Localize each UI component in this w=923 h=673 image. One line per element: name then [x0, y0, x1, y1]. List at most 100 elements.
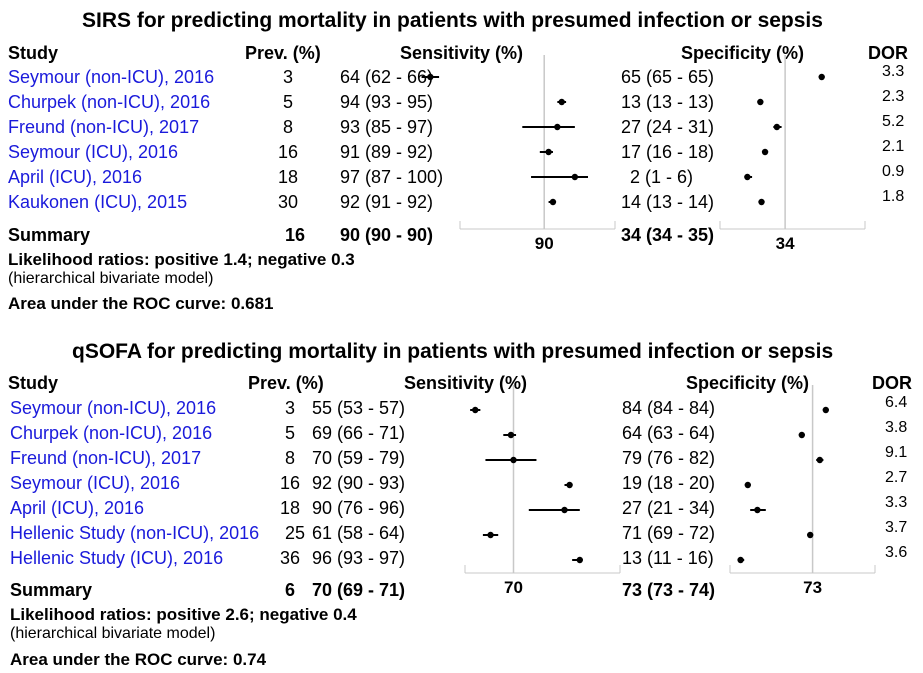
- estimate-point: [571, 173, 579, 181]
- sirs-row-spec: 2 (1 - 6): [630, 167, 694, 187]
- sirs-row-prev: 5: [283, 92, 294, 112]
- qsofa-row-study: Seymour (ICU), 2016: [10, 473, 181, 493]
- qsofa-row-spec: 13 (11 - 16): [622, 548, 714, 568]
- qsofa-row-dor: 3.7: [885, 519, 908, 536]
- qsofa-row-study: Seymour (non-ICU), 2016: [10, 398, 217, 418]
- summary-tick-label: 90: [535, 234, 554, 253]
- qsofa-row-spec: 19 (18 - 20): [622, 473, 716, 493]
- estimate-point: [545, 148, 552, 156]
- sirs-row-dor: 2.3: [882, 88, 905, 105]
- qsofa-header-prev: Prev. (%): [248, 373, 324, 393]
- qsofa-sensitivity-forest-plot: 70: [464, 385, 621, 597]
- sirs-row-prev: 18: [278, 167, 299, 187]
- sirs-summary-prev: 16: [285, 225, 306, 245]
- sirs-summary-sens: 90 (90 - 90): [340, 225, 434, 245]
- estimate-point: [737, 556, 744, 564]
- qsofa-row-dor: 9.1: [885, 444, 908, 461]
- estimate-point: [773, 123, 781, 131]
- sirs-likelihood-ratios: Likelihood ratios: positive 1.4; negativ…: [8, 250, 355, 269]
- estimate-point: [554, 123, 561, 131]
- sirs-row-spec: 65 (65 - 65): [621, 67, 715, 87]
- qsofa-row-sens: 90 (76 - 96): [312, 498, 406, 518]
- estimate-point: [472, 406, 479, 414]
- estimate-point: [561, 506, 568, 514]
- estimate-point: [427, 73, 434, 81]
- estimate-point: [566, 481, 573, 489]
- qsofa-row-study: Freund (non-ICU), 2017: [10, 448, 202, 468]
- sirs-auc: Area under the ROC curve: 0.681: [8, 294, 274, 313]
- sirs-model-note: (hierarchical bivariate model): [8, 270, 214, 287]
- summary-tick-label: 70: [504, 578, 523, 597]
- sirs-header-sens: Sensitivity (%): [400, 43, 524, 63]
- estimate-point: [744, 481, 751, 489]
- qsofa-row-study: Hellenic Study (ICU), 2016: [10, 548, 224, 568]
- qsofa-row-spec: 64 (63 - 64): [622, 423, 716, 443]
- qsofa-row-prev: 25: [285, 523, 306, 543]
- qsofa-row-study: Hellenic Study (non-ICU), 2016: [10, 523, 260, 543]
- sirs-row-study: April (ICU), 2016: [8, 167, 143, 187]
- sirs-row-sens: 92 (91 - 92): [340, 192, 434, 212]
- sirs-row-prev: 3: [283, 67, 294, 87]
- estimate-point: [757, 98, 764, 106]
- sirs-row-study: Seymour (ICU), 2016: [8, 142, 179, 162]
- qsofa-row-sens: 96 (93 - 97): [312, 548, 406, 568]
- qsofa-header-study: Study: [8, 373, 59, 393]
- qsofa-row-prev: 36: [280, 548, 301, 568]
- qsofa-row-spec: 79 (76 - 82): [622, 448, 716, 468]
- sirs-row-study: Freund (non-ICU), 2017: [8, 117, 200, 137]
- estimate-point: [798, 431, 805, 439]
- sirs-title: SIRS for predicting mortality in patient…: [82, 9, 823, 32]
- qsofa-row-dor: 6.4: [885, 394, 908, 411]
- estimate-point: [816, 456, 823, 464]
- qsofa-row-dor: 3.8: [885, 419, 908, 436]
- estimate-point: [822, 406, 829, 414]
- qsofa-row-sens: 69 (66 - 71): [312, 423, 406, 443]
- estimate-point: [487, 531, 494, 539]
- sirs-header-spec: Specificity (%): [681, 43, 805, 63]
- qsofa-row-study: Churpek (non-ICU), 2016: [10, 423, 213, 443]
- qsofa-likelihood-ratios: Likelihood ratios: positive 2.6; negativ…: [10, 605, 357, 624]
- sirs-specificity-forest-plot: 34: [719, 55, 866, 253]
- qsofa-row-spec: 27 (21 - 34): [622, 498, 716, 518]
- sirs-row-sens: 64 (62 - 66): [340, 67, 434, 87]
- sirs-row-dor: 5.2: [882, 113, 905, 130]
- qsofa-row-dor: 3.3: [885, 494, 908, 511]
- qsofa-header-sens: Sensitivity (%): [404, 373, 528, 393]
- sirs-row-spec: 17 (16 - 18): [621, 142, 715, 162]
- sirs-row-dor: 2.1: [882, 138, 905, 155]
- qsofa-row-prev: 18: [280, 498, 301, 518]
- sirs-row-spec: 13 (13 - 13): [621, 92, 715, 112]
- qsofa-row-prev: 8: [285, 448, 296, 468]
- qsofa-row-study: April (ICU), 2016: [10, 498, 145, 518]
- qsofa-row-prev: 16: [280, 473, 301, 493]
- sirs-summary-spec: 34 (34 - 35): [621, 225, 715, 245]
- qsofa-summary-sens: 70 (69 - 71): [312, 580, 406, 600]
- qsofa-row-spec: 71 (69 - 72): [622, 523, 716, 543]
- estimate-point: [549, 198, 557, 206]
- estimate-point: [818, 73, 825, 81]
- qsofa-row-dor: 3.6: [885, 544, 908, 561]
- sirs-header-dor: DOR: [868, 43, 908, 63]
- sirs-row-sens: 97 (87 - 100): [340, 167, 444, 187]
- qsofa-title: qSOFA for predicting mortality in patien…: [72, 340, 834, 363]
- qsofa-summary-prev: 6: [285, 580, 296, 600]
- qsofa-row-dor: 2.7: [885, 469, 908, 486]
- sirs-row-study: Kaukonen (ICU), 2015: [8, 192, 188, 212]
- qsofa-summary-label: Summary: [10, 580, 93, 600]
- sirs-header-prev: Prev. (%): [245, 43, 321, 63]
- estimate-point: [507, 431, 515, 439]
- sirs-row-sens: 91 (89 - 92): [340, 142, 434, 162]
- sirs-row-dor: 3.3: [882, 63, 905, 80]
- qsofa-auc: Area under the ROC curve: 0.74: [10, 650, 267, 669]
- sirs-row-spec: 14 (13 - 14): [621, 192, 715, 212]
- estimate-point: [758, 198, 765, 206]
- sirs-row-study: Seymour (non-ICU), 2016: [8, 67, 215, 87]
- sirs-header-study: Study: [8, 43, 59, 63]
- qsofa-row-sens: 92 (90 - 93): [312, 473, 406, 493]
- qsofa-model-note: (hierarchical bivariate model): [10, 625, 216, 642]
- qsofa-row-sens: 61 (58 - 64): [312, 523, 406, 543]
- sirs-row-study: Churpek (non-ICU), 2016: [8, 92, 211, 112]
- qsofa-row-prev: 3: [285, 398, 296, 418]
- sirs-row-sens: 93 (85 - 97): [340, 117, 434, 137]
- sirs-sensitivity-forest-plot: 90: [421, 55, 616, 253]
